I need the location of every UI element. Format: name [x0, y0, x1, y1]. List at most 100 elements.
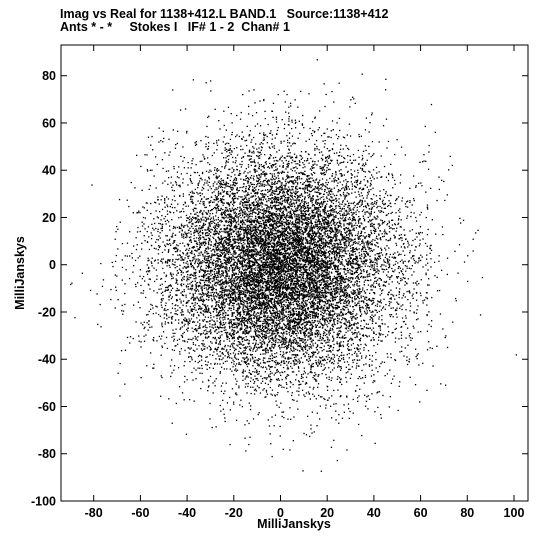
- data-point: [290, 156, 292, 159]
- data-point: [255, 228, 257, 230]
- data-point: [414, 249, 416, 251]
- data-point: [299, 240, 301, 242]
- data-point: [178, 322, 180, 324]
- data-point: [336, 354, 338, 356]
- data-point: [441, 179, 443, 181]
- data-point: [260, 201, 263, 203]
- data-point: [278, 319, 280, 321]
- data-point: [219, 267, 221, 270]
- data-point: [179, 254, 181, 257]
- data-point: [228, 279, 230, 281]
- data-point: [230, 175, 232, 178]
- data-point: [358, 265, 360, 267]
- data-point: [260, 329, 262, 331]
- data-point: [260, 277, 263, 279]
- data-point: [154, 259, 157, 261]
- data-point: [330, 351, 332, 353]
- data-point: [249, 305, 251, 307]
- data-point: [202, 214, 204, 216]
- data-point: [216, 257, 218, 259]
- data-point: [277, 296, 279, 298]
- data-point: [344, 188, 346, 190]
- data-point: [264, 382, 267, 384]
- data-point: [168, 285, 170, 287]
- data-point: [229, 409, 231, 411]
- data-point: [325, 186, 327, 188]
- data-point: [192, 79, 194, 81]
- data-point: [244, 219, 246, 221]
- data-point: [327, 136, 329, 138]
- data-point: [351, 214, 353, 216]
- data-point: [243, 323, 246, 325]
- data-point: [196, 297, 198, 299]
- data-point: [217, 293, 220, 295]
- data-point: [259, 157, 261, 159]
- data-point: [298, 292, 300, 294]
- data-point: [258, 304, 260, 306]
- data-point: [257, 373, 259, 375]
- data-point: [148, 323, 150, 326]
- data-point: [283, 258, 285, 260]
- data-point: [263, 223, 265, 225]
- data-point: [233, 302, 235, 304]
- data-point: [253, 257, 255, 260]
- data-point: [303, 222, 305, 224]
- data-point: [338, 259, 340, 262]
- data-point: [226, 349, 228, 351]
- data-point: [192, 343, 195, 345]
- data-point: [326, 226, 328, 228]
- data-point: [312, 311, 314, 313]
- data-point: [346, 396, 348, 398]
- data-point: [229, 349, 231, 351]
- data-point: [175, 247, 177, 250]
- data-point: [362, 307, 364, 309]
- data-point: [208, 225, 210, 227]
- data-point: [284, 244, 287, 246]
- data-point: [279, 254, 281, 256]
- data-point: [146, 230, 148, 233]
- data-point: [227, 296, 229, 299]
- data-point: [309, 237, 311, 239]
- data-point: [264, 272, 266, 274]
- data-point: [366, 195, 368, 197]
- data-point: [124, 255, 126, 257]
- data-point: [356, 181, 358, 183]
- data-point: [175, 182, 177, 184]
- data-point: [204, 223, 207, 226]
- data-point: [238, 385, 240, 387]
- data-point: [296, 293, 299, 296]
- data-point: [153, 337, 155, 339]
- data-point: [289, 220, 291, 222]
- data-point: [281, 356, 283, 358]
- data-point: [250, 280, 252, 282]
- data-point: [339, 210, 341, 212]
- data-point: [431, 219, 433, 221]
- data-point: [215, 329, 217, 331]
- data-point: [216, 170, 218, 172]
- data-point: [208, 237, 211, 240]
- data-point: [366, 186, 368, 188]
- data-point: [150, 308, 152, 310]
- data-point: [246, 236, 248, 238]
- data-point: [249, 436, 251, 438]
- data-point: [301, 301, 304, 303]
- data-point: [239, 296, 241, 298]
- data-point: [209, 346, 212, 349]
- data-point: [328, 356, 330, 359]
- data-point: [216, 320, 218, 322]
- data-point: [316, 145, 318, 148]
- data-point: [311, 121, 314, 123]
- data-point: [282, 354, 284, 356]
- data-point: [335, 308, 337, 310]
- data-point: [395, 337, 397, 339]
- data-point: [304, 227, 306, 230]
- data-point: [268, 254, 270, 256]
- data-point: [306, 274, 308, 276]
- data-point: [102, 279, 105, 281]
- data-point: [188, 278, 190, 281]
- data-point: [350, 276, 352, 279]
- data-point: [234, 348, 236, 350]
- data-point: [364, 405, 367, 407]
- data-point: [273, 312, 275, 314]
- data-point: [382, 285, 384, 287]
